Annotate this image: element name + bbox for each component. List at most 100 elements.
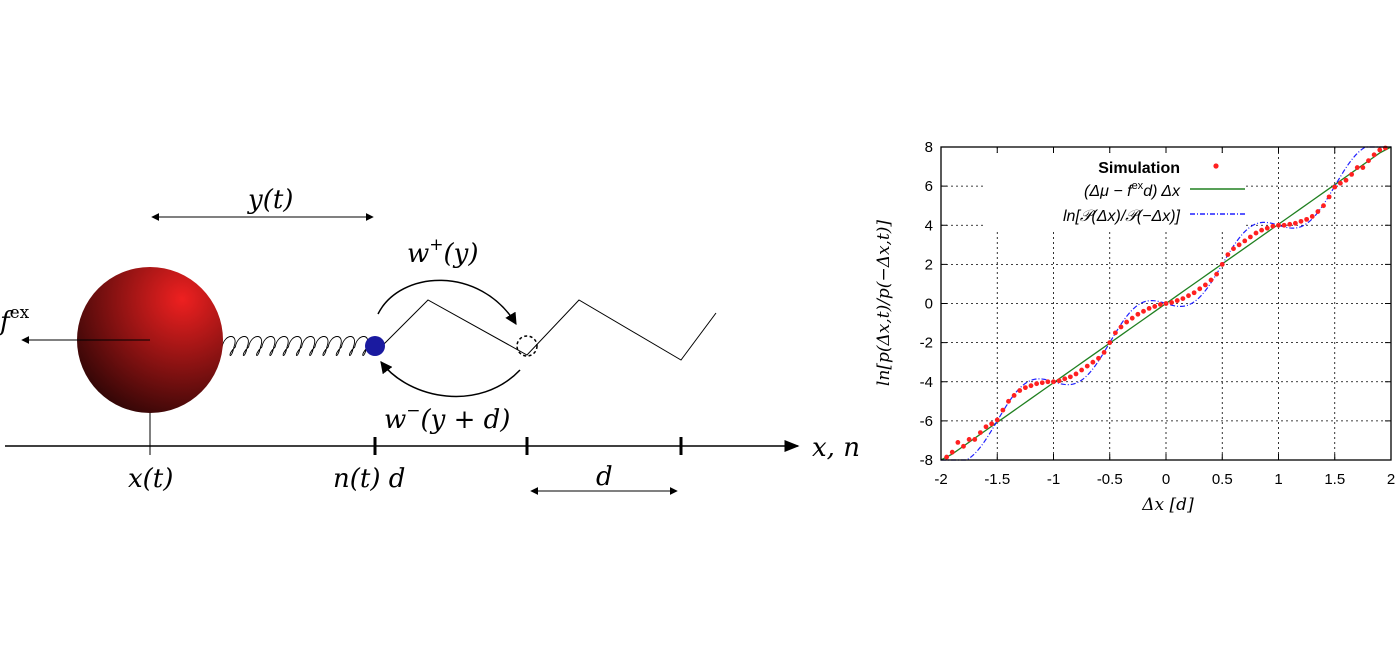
- simulation-point: [1197, 286, 1203, 292]
- chart-series: [940, 145, 1392, 461]
- spring: [221, 336, 369, 356]
- y-tick-label: -4: [920, 374, 933, 391]
- simulation-point: [1096, 355, 1101, 361]
- simulation-point: [1253, 230, 1259, 236]
- simulation-point: [1152, 304, 1158, 309]
- simulation-point: [1377, 147, 1383, 153]
- x-tick-label: -2: [934, 471, 947, 488]
- simulation-point: [1309, 214, 1315, 219]
- simulation-point: [955, 439, 961, 445]
- x-tick-label: -0.5: [1097, 471, 1123, 488]
- legend-background: [985, 153, 1245, 229]
- y-tick-label: -6: [920, 413, 933, 430]
- simulation-point: [1219, 261, 1225, 267]
- simulation-point: [1264, 225, 1270, 231]
- w-plus-label: w+(y): [407, 235, 479, 269]
- motor-schematic: x, n x(t) n(t) d d y(t) fex w+(y): [0, 185, 860, 495]
- fluctuation-chart: -2 -1.5 -1 -0.5 0 0.5 1 1.5 2 -8 -6 -4 -2 0 2 4 6 8 Simul…: [874, 139, 1395, 515]
- simulation-point: [994, 417, 1000, 423]
- simulation-point: [966, 437, 972, 442]
- simulation-point: [1236, 242, 1242, 248]
- legend-entry-simulation: Simulation: [1098, 160, 1180, 177]
- simulation-point: [1028, 383, 1034, 389]
- simulation-point: [1169, 300, 1175, 305]
- simulation-point: [1107, 340, 1113, 346]
- simulation-point: [1174, 298, 1180, 303]
- simulation-point: [1079, 367, 1085, 373]
- simulation-point: [977, 430, 983, 436]
- simulation-point: [1214, 271, 1220, 277]
- simulation-point: [1062, 376, 1068, 382]
- x-tick-label: -1.5: [984, 471, 1010, 488]
- simulation-point: [1366, 158, 1371, 164]
- legend-entry-linear: (Δμ − fexd) Δx: [1084, 180, 1181, 200]
- n-t-d-label: n(t) d: [333, 464, 405, 494]
- simulation-point: [1191, 290, 1197, 296]
- simulation-point: [1163, 301, 1169, 306]
- legend: Simulation (Δμ − fexd) Δx ln[𝒫(Δx)/𝒫(−Δx…: [985, 153, 1245, 229]
- simulation-point: [1039, 380, 1045, 386]
- target-site: [516, 335, 538, 357]
- simulation-point: [1022, 385, 1028, 391]
- y-tick-label: -8: [920, 452, 933, 469]
- simulation-point: [1225, 252, 1231, 257]
- simulation-point: [949, 449, 955, 455]
- simulation-point: [1056, 378, 1062, 384]
- simulation-point: [1315, 209, 1321, 214]
- forward-jump-arrow: [377, 279, 517, 326]
- y-tick-label: 4: [925, 217, 933, 234]
- x-tick-label: 0.5: [1212, 471, 1233, 488]
- simulation-point: [1045, 379, 1051, 385]
- series-theory-line: [941, 146, 1391, 461]
- simulation-point: [1337, 180, 1343, 186]
- simulation-point: [1343, 177, 1349, 183]
- y-tick-label: -2: [920, 335, 933, 352]
- x-tick-label: 1: [1274, 471, 1282, 488]
- simulation-point: [1157, 302, 1163, 307]
- x-tick-label: 0: [1162, 471, 1170, 488]
- simulation-point: [1360, 165, 1366, 170]
- simulation-point: [1006, 398, 1011, 404]
- x-t-label: x(t): [128, 464, 173, 494]
- simulation-point: [1051, 379, 1056, 385]
- simulation-point: [1326, 194, 1332, 200]
- simulation-point: [983, 424, 989, 430]
- simulation-point: [1231, 246, 1236, 252]
- simulation-point: [1000, 407, 1006, 413]
- legend-marker-simulation: [1213, 163, 1219, 169]
- simulation-point: [989, 421, 995, 427]
- simulation-point: [1186, 293, 1191, 299]
- simulation-point: [1354, 165, 1360, 170]
- simulation-point: [1208, 277, 1214, 283]
- simulation-point: [1287, 221, 1293, 227]
- simulation-point: [1017, 388, 1023, 393]
- y-tick-label: 2: [925, 256, 933, 273]
- simulation-point: [1281, 222, 1287, 228]
- simulation-point: [1292, 220, 1298, 226]
- w-minus-label: w−(y + d): [384, 401, 510, 435]
- simulation-point: [1034, 381, 1040, 387]
- f-ex-label: fex: [0, 303, 30, 337]
- simulation-point: [1349, 171, 1355, 177]
- simulation-point: [1112, 330, 1118, 336]
- y-tick-label: 8: [925, 139, 933, 156]
- simulation-point: [1073, 371, 1079, 377]
- y-t-label: y(t): [247, 185, 293, 215]
- x-tick-label: -1: [1047, 471, 1060, 488]
- simulation-point: [1067, 374, 1073, 380]
- d-label: d: [596, 462, 613, 492]
- simulation-point: [944, 454, 950, 460]
- simulation-point: [1247, 234, 1253, 240]
- y-tick-label: 6: [925, 178, 933, 195]
- legend-entry-theory: ln[𝒫(Δx)/𝒫(−Δx)]: [1063, 208, 1181, 225]
- simulation-point: [1135, 311, 1141, 317]
- simulation-point: [1084, 363, 1090, 369]
- backward-jump-arrow: [380, 361, 521, 398]
- motor-particle: [365, 336, 385, 356]
- y-tick-label: 0: [925, 296, 933, 313]
- simulation-point: [1382, 145, 1388, 151]
- simulation-point: [1180, 296, 1186, 302]
- simulation-point: [1202, 282, 1208, 288]
- simulation-point: [1124, 319, 1130, 325]
